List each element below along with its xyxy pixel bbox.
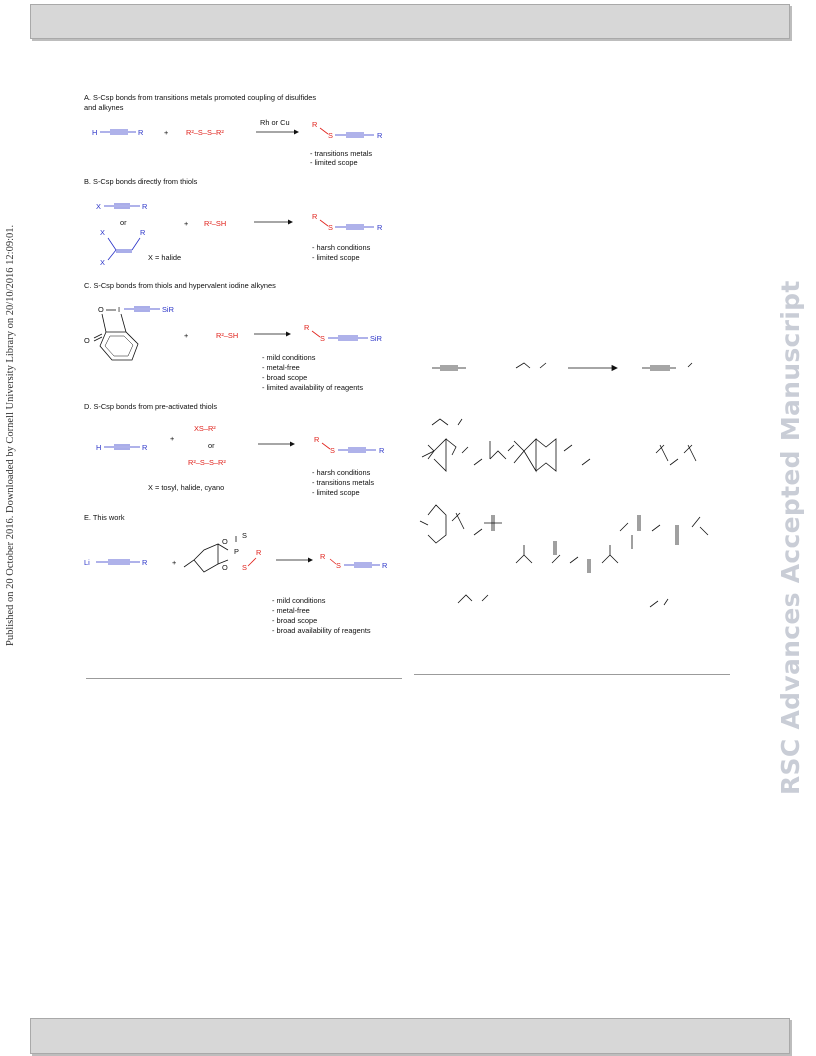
section-b-heading: B. S-Csp bonds directly from thiols: [84, 177, 198, 186]
section-c-note-4: - limited availability of reagents: [262, 383, 363, 392]
svg-text:X: X: [100, 228, 105, 237]
section-b-x: X: [96, 202, 101, 211]
section-a-product-s: S: [328, 131, 333, 140]
section-c-o: O: [98, 305, 104, 314]
section-b-note-1: - harsh conditions: [312, 243, 371, 252]
section-e-heading: E. This work: [84, 513, 125, 522]
section-d-or: or: [208, 441, 215, 450]
section-b-thiol: R²–SH: [204, 219, 226, 228]
svg-text:SiR: SiR: [370, 334, 382, 343]
right-figure-rule: [414, 674, 730, 675]
section-d-x-def: X = tosyl, halide, cyano: [148, 483, 224, 492]
svg-text:R: R: [142, 443, 147, 452]
section-a-disulfide: R²–S–S–R²: [186, 128, 224, 137]
svg-text:R: R: [320, 552, 325, 561]
section-d-xs: XS–R²: [194, 424, 216, 433]
section-b-note-2: - limited scope: [312, 253, 360, 262]
section-a-plus: +: [164, 128, 168, 137]
svg-text:S: S: [242, 563, 247, 572]
section-b-x-def: X = halide: [148, 253, 181, 262]
svg-text:S: S: [336, 561, 341, 570]
svg-text:S: S: [328, 223, 333, 232]
section-a-heading-1: A. S-Csp bonds from transitions metals p…: [84, 93, 316, 102]
svg-text:R: R: [140, 228, 145, 237]
section-a-heading-2: and alkynes: [84, 103, 124, 112]
svg-text:R: R: [314, 435, 319, 444]
section-e-note-4: - broad availability of reagents: [272, 626, 371, 635]
svg-text:O: O: [84, 336, 90, 345]
svg-text:R: R: [256, 548, 261, 557]
svg-text:R: R: [377, 223, 382, 232]
section-a-r1: R: [138, 128, 143, 137]
svg-text:+: +: [172, 558, 176, 567]
section-a-h: H: [92, 128, 97, 137]
section-d-note-2: - transitions metals: [312, 478, 374, 487]
svg-text:H: H: [96, 443, 101, 452]
section-d-note-3: - limited scope: [312, 488, 360, 497]
svg-text:O: O: [222, 563, 228, 572]
accepted-manuscript-watermark: RSC Advances Accepted Manuscript: [776, 280, 805, 795]
svg-text:R: R: [304, 323, 309, 332]
svg-text:+: +: [184, 331, 188, 340]
svg-text:R: R: [312, 212, 317, 221]
right-structure-fragments: [419, 362, 709, 608]
section-a-note-1: - transitions metals: [310, 149, 372, 158]
svg-text:X: X: [100, 258, 105, 267]
publication-side-note: Published on 20 October 2016. Downloaded…: [5, 224, 16, 646]
svg-text:+: +: [184, 219, 188, 228]
section-c-i: I: [118, 305, 120, 314]
section-e-note-2: - metal-free: [272, 606, 310, 615]
svg-text:O: O: [222, 537, 228, 546]
section-c-note-2: - metal-free: [262, 363, 300, 372]
page-footer-bar: [30, 1018, 790, 1054]
page-header-bar: [30, 4, 790, 39]
section-c-heading: C. S-Csp bonds from thiols and hypervale…: [84, 281, 276, 290]
svg-text:R: R: [142, 558, 147, 567]
svg-text:R: R: [377, 131, 382, 140]
svg-text:R: R: [379, 446, 384, 455]
section-e-r: R: [382, 561, 387, 570]
svg-text:R: R: [142, 202, 147, 211]
section-c-sir3: SiR: [162, 305, 174, 314]
svg-text:S: S: [242, 531, 247, 540]
section-d-disulfide: R²–S–S–R²: [188, 458, 226, 467]
svg-text:S: S: [320, 334, 325, 343]
svg-text:P: P: [234, 547, 239, 556]
section-e-note-1: - mild conditions: [272, 596, 326, 605]
svg-text:+: +: [170, 434, 174, 443]
section-e-li: Li: [84, 558, 90, 567]
section-a-product-r2: R: [312, 120, 317, 129]
section-a-catalyst: Rh or Cu: [260, 118, 290, 127]
section-c-thiol: R²–SH: [216, 331, 238, 340]
section-d-heading: D. S-Csp bonds from pre-activated thiols: [84, 402, 217, 411]
left-figure-rule: [86, 678, 402, 679]
section-e-note-3: - broad scope: [272, 616, 317, 625]
section-a-note-2: - limited scope: [310, 158, 358, 167]
section-c-note-3: - broad scope: [262, 373, 307, 382]
svg-text:S: S: [330, 446, 335, 455]
section-b-or: or: [120, 218, 127, 227]
section-c-note-1: - mild conditions: [262, 353, 316, 362]
section-d-note-1: - harsh conditions: [312, 468, 371, 477]
reaction-scheme-figure: A. S-Csp bonds from transitions metals p…: [84, 93, 387, 635]
